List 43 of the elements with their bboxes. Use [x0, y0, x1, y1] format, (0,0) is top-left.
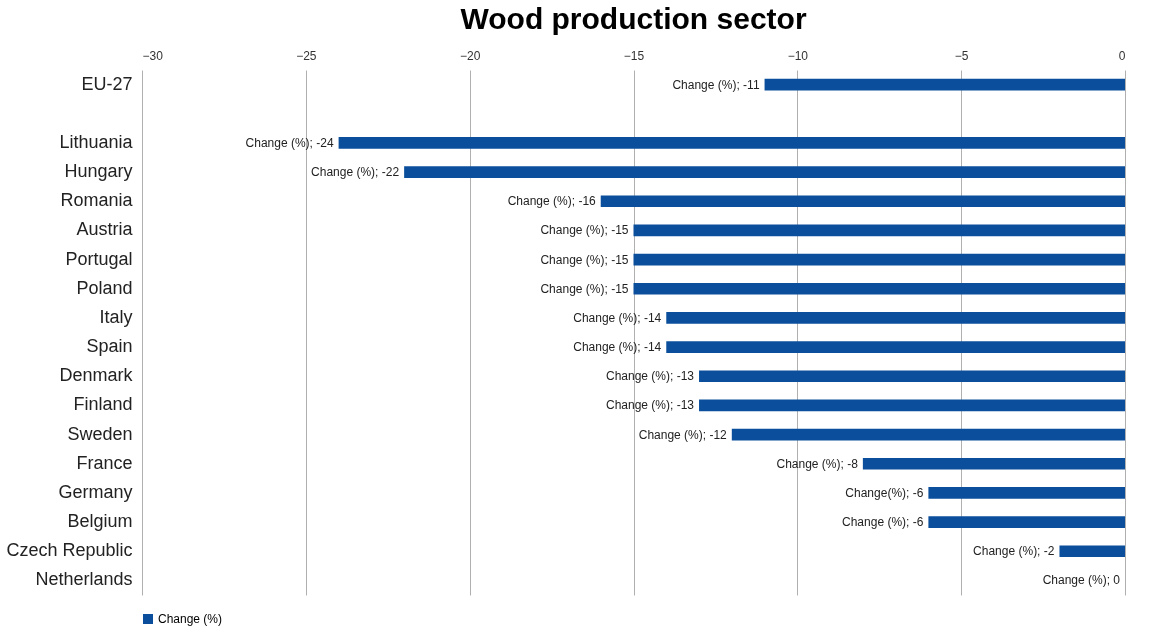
data-label: Change (%); -15	[540, 223, 629, 238]
x-tick-label: −15	[623, 48, 645, 63]
y-tick-label: Romania	[60, 190, 134, 211]
data-label: Change (%); -24	[245, 135, 334, 150]
data-label: Change (%); -15	[540, 252, 629, 267]
y-tick-label: Portugal	[65, 248, 133, 269]
x-tick-label: 0	[1118, 48, 1126, 63]
y-tick-label: Sweden	[67, 423, 133, 444]
x-tick-label: −5	[954, 48, 969, 63]
chart-title: Wood production sector	[460, 2, 807, 35]
data-label: Change (%); -2	[973, 544, 1055, 559]
data-label: Change (%); 0	[1042, 573, 1121, 588]
data-label: Change (%); -14	[573, 310, 662, 325]
data-label: Change (%); -14	[573, 340, 662, 355]
y-tick-label: France	[76, 452, 133, 473]
y-tick-label: Austria	[76, 219, 134, 240]
y-tick-label: Poland	[76, 277, 133, 298]
y-tick-label: Belgium	[67, 511, 133, 532]
data-label: Change (%); -11	[672, 77, 760, 92]
x-tick-label: −10	[787, 48, 809, 63]
data-label: Change(%); -6	[845, 485, 924, 500]
data-label: Change (%); -6	[842, 515, 924, 530]
y-tick-label: Netherlands	[35, 569, 133, 590]
y-tick-label: Spain	[86, 336, 133, 357]
y-tick-label: Germany	[58, 481, 133, 502]
data-label: Change (%); -13	[605, 369, 695, 384]
data-label: Change (%); -22	[311, 165, 400, 180]
y-tick-label: Hungary	[64, 161, 133, 182]
data-label: Change (%); -15	[540, 281, 629, 296]
y-tick-label: Italy	[99, 306, 133, 327]
x-tick-label: −25	[296, 48, 317, 63]
legend-label: Change (%)	[158, 612, 223, 626]
y-tick-label: Finland	[73, 394, 133, 415]
data-label: Change (%); -16	[507, 194, 597, 209]
data-label: Change (%); -8	[776, 456, 859, 471]
x-tick-label: −30	[142, 48, 164, 63]
x-tick-label: −20	[459, 48, 481, 63]
y-tick-label: Lithuania	[59, 131, 134, 152]
data-label: Change (%); -13	[605, 398, 695, 413]
y-tick-label: Denmark	[59, 365, 134, 386]
y-tick-label: EU-27	[81, 73, 133, 94]
y-tick-label: Czech Republic	[6, 540, 133, 561]
data-label: Change (%); -12	[638, 427, 728, 442]
